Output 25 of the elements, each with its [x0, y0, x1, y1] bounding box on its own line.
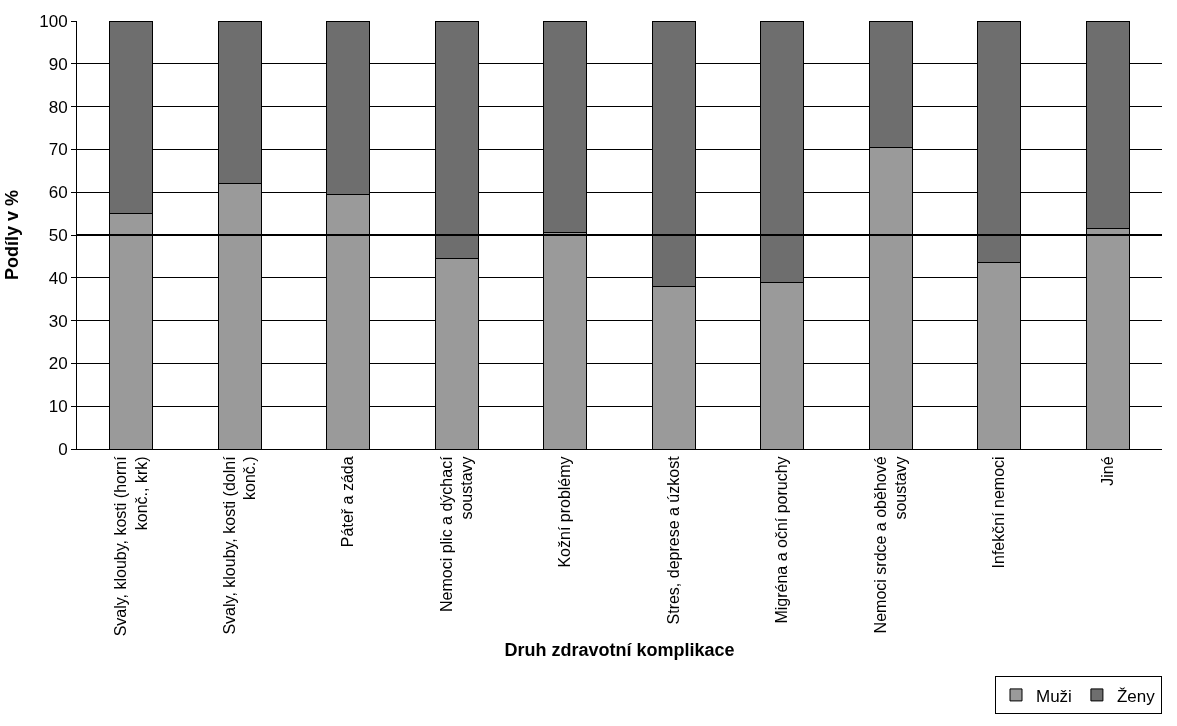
- x-tick-label: Svaly, klouby, kosti (dolní konč.): [220, 455, 259, 635]
- x-tick-label: Jiné: [1098, 456, 1116, 486]
- y-tick-label: 40: [48, 268, 68, 288]
- x-tick-label: Nemoci srdce a oběhové soustavy: [871, 456, 910, 634]
- x-axis-title: Druh zdravotní komplikace: [504, 640, 735, 661]
- x-tick-label: Infekční nemoci: [990, 456, 1008, 569]
- y-axis-title: Podíly v %: [2, 189, 23, 281]
- legend-label: Ženy: [1116, 686, 1156, 706]
- x-tick-label: Páteř a záda: [339, 456, 357, 548]
- y-tick-label: 100: [39, 11, 68, 31]
- y-tick-label: 60: [48, 183, 68, 203]
- y-tick-label: 0: [58, 439, 68, 459]
- y-tick-label: 20: [48, 354, 68, 374]
- y-tick-label: 70: [48, 140, 68, 160]
- x-tick-label: Nemoci plic a dýchací soustavy: [437, 455, 476, 613]
- x-tick-label: Kožní problémy: [556, 456, 574, 568]
- x-tick-label: Stres, deprese a úzkost: [664, 455, 682, 625]
- y-tick-label: 30: [48, 311, 68, 331]
- x-tick-label: Svaly, klouby, kosti (horní konč., krk): [112, 455, 150, 637]
- legend-label: Muži: [1036, 686, 1072, 706]
- y-tick-label: 50: [48, 225, 68, 245]
- y-tick-label: 10: [48, 397, 68, 417]
- y-tick-label: 90: [48, 54, 68, 74]
- y-tick-label: 80: [48, 97, 68, 117]
- x-tick-label: Migréna a oční poruchy: [773, 456, 791, 624]
